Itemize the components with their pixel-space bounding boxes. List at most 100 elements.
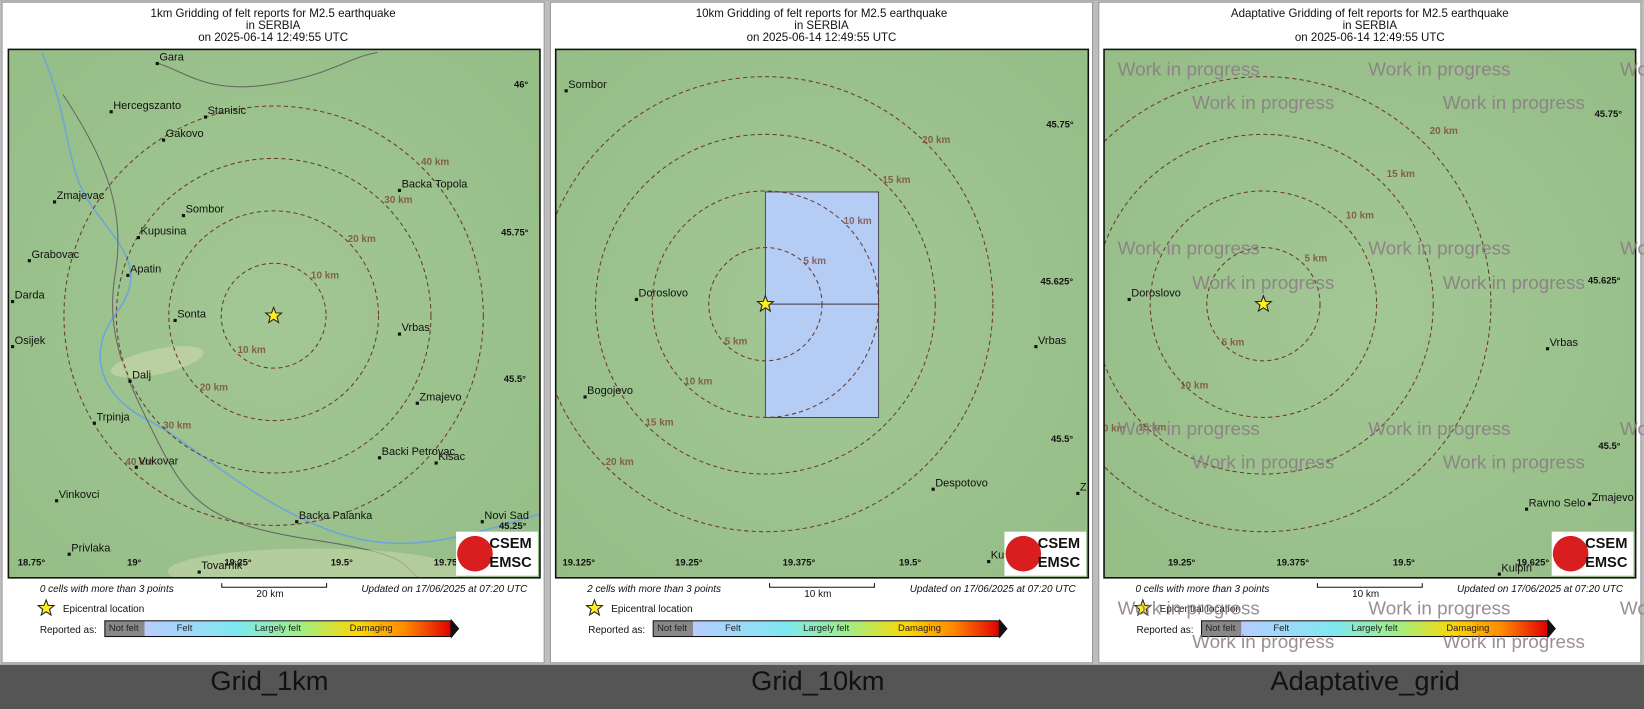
- logo-text: CSEM: [1585, 536, 1627, 552]
- city-label: Despotovo: [935, 477, 988, 489]
- legend-outline: [652, 620, 1000, 638]
- city-label: Vrbas: [1550, 337, 1579, 349]
- watermark-text: Work in progress: [1620, 58, 1644, 79]
- city-dot: [161, 138, 166, 142]
- panel-title: on 2025-06-14 12:49:55 UTC: [198, 32, 348, 44]
- legend-level: Largely felt: [1351, 622, 1397, 633]
- city-label: Gara: [159, 52, 184, 64]
- watermark-text: Work in progress: [1443, 92, 1585, 113]
- city-label: Darda: [15, 290, 46, 302]
- lat-label: 46°: [514, 79, 528, 90]
- city-dot: [931, 487, 935, 491]
- ring-label: 10 km: [311, 270, 339, 281]
- scale-bar: [769, 583, 875, 588]
- scale-bar: [221, 583, 328, 588]
- watermark-text: Work in progress: [1443, 631, 1585, 652]
- city-dot: [27, 259, 31, 263]
- lat-label: 45.5°: [504, 373, 526, 384]
- legend-arrow: [450, 618, 460, 639]
- lat-label: 45.5°: [1598, 440, 1620, 451]
- city-label: Zmajevac: [57, 190, 105, 202]
- distance-ring: [63, 105, 484, 526]
- ring-label: 20 km: [200, 383, 228, 394]
- distance-ring: [555, 76, 994, 533]
- city-label: Osijek: [15, 335, 46, 347]
- city-dot: [11, 299, 15, 304]
- ring-label: 20 km: [1430, 126, 1458, 137]
- epicenter-star: [264, 305, 284, 324]
- watermark-text: Work in progress: [1118, 597, 1260, 618]
- grid-cell: [764, 303, 880, 418]
- city-label: Kisac: [438, 451, 465, 463]
- city-label: Ravno Selo: [1529, 497, 1586, 509]
- city-dot: [181, 214, 186, 218]
- watermark-text: Work in progress: [1443, 272, 1585, 293]
- watermark-text: Work in progress: [1368, 597, 1510, 618]
- city-label: Kulpin: [1501, 562, 1532, 574]
- ring-label: 10 km: [684, 376, 712, 387]
- city-dot: [415, 401, 419, 405]
- scale-label: 10 km: [1352, 589, 1379, 600]
- river: [41, 52, 540, 545]
- watermark-text: Work in progress: [1620, 418, 1644, 439]
- distance-ring: [1149, 190, 1378, 418]
- epicenter-star: [36, 598, 56, 617]
- city-label: Novi Sad: [484, 510, 529, 522]
- cells-note: 0 cells with more than 3 points: [40, 584, 174, 595]
- city-label: Backa Palanka: [299, 510, 373, 522]
- ring-label: 15 km: [645, 417, 673, 428]
- city-label: Tovarnik: [201, 560, 242, 572]
- city-dot: [197, 570, 201, 574]
- map-border: [554, 48, 1090, 579]
- distance-ring: [168, 210, 380, 422]
- distance-ring: [1104, 76, 1492, 533]
- ring-label: 20 km: [606, 457, 634, 468]
- city-label: Vinkovci: [59, 489, 100, 501]
- map-panel: 1km Gridding of felt reports for M2.5 ea…: [1, 1, 545, 664]
- ring-label: 5 km: [1304, 254, 1327, 265]
- ring-label: 40 km: [125, 457, 153, 468]
- map-area: 5 km 10 km 15 km 20 km 5 km 10 km 15 km 20 km So…: [555, 49, 1089, 578]
- cells-note: 0 cells with more than 3 points: [1135, 584, 1269, 595]
- legend-level: Largely felt: [803, 622, 849, 633]
- panel-caption: Grid_10km: [751, 665, 884, 696]
- city-dot: [1524, 507, 1529, 511]
- legend-epicenter: Epicentral location: [611, 604, 692, 615]
- watermark-text: Work in progress: [1192, 631, 1334, 652]
- ring-label: 5 km: [1222, 338, 1245, 349]
- city-dot: [1127, 297, 1131, 302]
- legend-level: Largely felt: [255, 622, 301, 633]
- legend-level: Felt: [725, 622, 741, 633]
- ring-label: 10 km: [238, 345, 266, 356]
- legend-scale: [144, 620, 451, 637]
- panel-title: on 2025-06-14 12:49:55 UTC: [747, 32, 897, 44]
- legend-level: Damaging: [898, 622, 941, 633]
- city-dot: [128, 379, 132, 383]
- lon-label: 19.25°: [675, 557, 703, 568]
- city-dot: [1587, 502, 1592, 506]
- legend-epicenter: Epicentral location: [1160, 604, 1241, 615]
- city-dot: [564, 89, 568, 93]
- ring-label: 5 km: [803, 256, 826, 267]
- distance-ring: [595, 133, 936, 475]
- city-dot: [52, 200, 57, 204]
- legend-level: Felt: [177, 622, 193, 633]
- watermark-text: Work in progress: [1443, 452, 1585, 473]
- ring-label: 30 km: [163, 420, 191, 431]
- ring-label: 15 km: [882, 175, 910, 186]
- city-label: Kupusina: [140, 226, 187, 238]
- lat-label: 45.625°: [1041, 276, 1074, 287]
- ring-label: 15 km: [1387, 169, 1415, 180]
- legend-level: Damaging: [350, 622, 393, 633]
- logo-text: EMSC: [489, 555, 532, 571]
- lat-label: 45.75°: [501, 226, 529, 237]
- legend-not-felt: [1201, 620, 1242, 637]
- ring-label: 15 km: [1138, 423, 1166, 434]
- panel-title: 1km Gridding of felt reports for M2.5 ea…: [151, 8, 396, 20]
- panel-title: in SERBIA: [1343, 20, 1398, 32]
- city-dot: [173, 318, 177, 322]
- city-dot: [1034, 345, 1038, 349]
- legend-arrow: [999, 618, 1008, 639]
- watermark: Work in progress Work in progress Work in …: [1118, 58, 1644, 651]
